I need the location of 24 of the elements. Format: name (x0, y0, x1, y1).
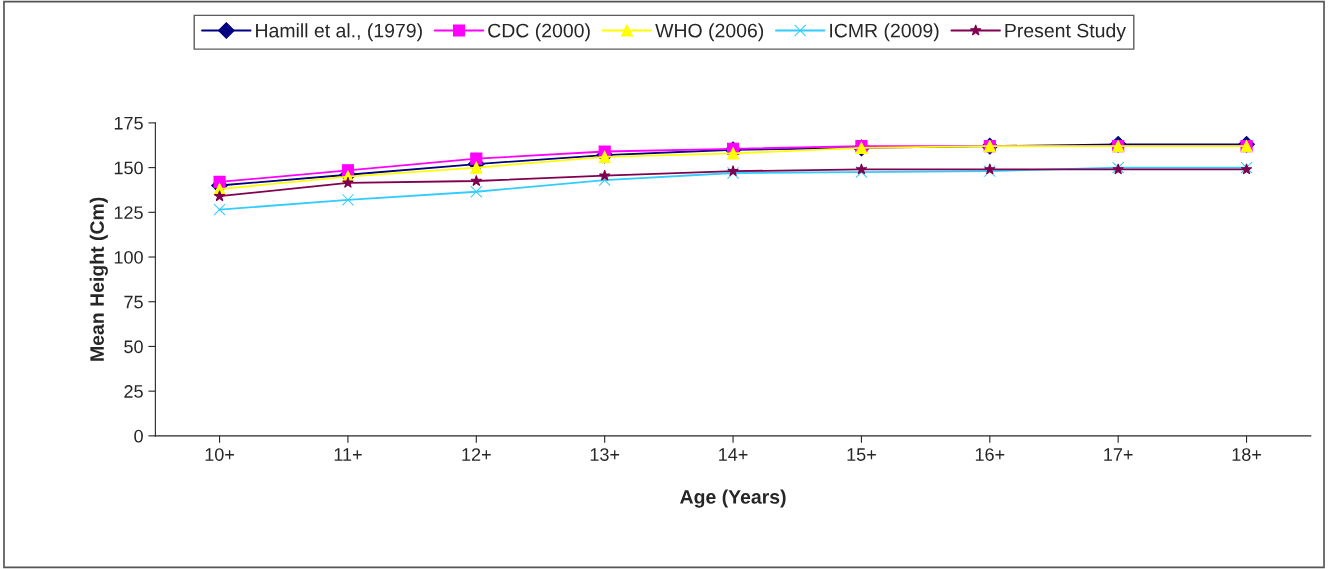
x-tick-label: 13+ (590, 448, 620, 461)
legend-label: WHO (2006) (655, 23, 764, 42)
y-tick-label: 50 (124, 340, 143, 354)
x-tick-label: 11+ (334, 448, 362, 461)
y-tick-label: 0 (134, 429, 143, 443)
x-tick-label: 10+ (205, 448, 234, 461)
y-tick-label: 150 (114, 161, 143, 175)
x-tick-label: 16+ (975, 448, 1005, 461)
x-tick-label: 12+ (462, 448, 491, 461)
x-tick-label: 18+ (1232, 448, 1261, 461)
x-tick-label: 15+ (847, 448, 876, 461)
y-tick-label: 175 (114, 117, 143, 130)
y-tick-label: 125 (114, 206, 143, 220)
legend-label: Present Study (1005, 23, 1126, 42)
legend-label: Hamill et al., (1979) (256, 23, 422, 42)
x-tick-label: 14+ (719, 448, 748, 461)
y-tick-label: 75 (124, 295, 143, 309)
legend-label: CDC (2000) (488, 23, 590, 42)
y-tick-label: 25 (124, 385, 143, 398)
y-axis-title: Mean Height (Cm) (89, 197, 108, 361)
y-tick-label: 100 (114, 250, 143, 264)
legend-label: ICMR (2009) (830, 23, 939, 42)
x-axis-title: Age (Years) (680, 489, 786, 508)
x-tick-label: 17+ (1104, 448, 1133, 461)
